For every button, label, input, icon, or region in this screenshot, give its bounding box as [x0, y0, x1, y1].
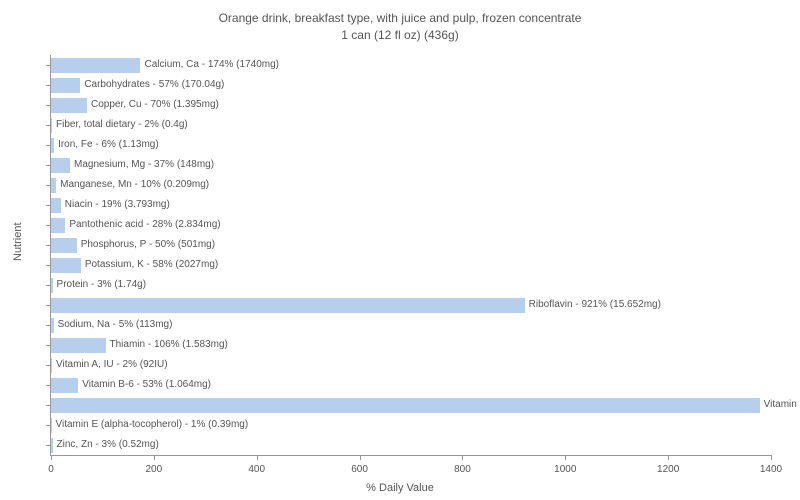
bar-row: Protein - 3% (1.74g) [51, 275, 771, 295]
bar [51, 218, 65, 233]
y-axis-label: Nutrient [12, 222, 24, 261]
bar-label: Protein - 3% (1.74g) [53, 275, 147, 295]
bar-row: Magnesium, Mg - 37% (148mg) [51, 155, 771, 175]
bar [51, 338, 106, 353]
x-tick [771, 455, 772, 460]
bar-row: Pantothenic acid - 28% (2.834mg) [51, 215, 771, 235]
bar-row: Phosphorus, P - 50% (501mg) [51, 235, 771, 255]
bar-row: Zinc, Zn - 3% (0.52mg) [51, 435, 771, 455]
bar [51, 298, 525, 313]
x-tick-label: 1200 [657, 464, 679, 475]
bar [51, 78, 80, 93]
bar-row: Iron, Fe - 6% (1.13mg) [51, 135, 771, 155]
bar [51, 158, 70, 173]
nutrient-chart: Orange drink, breakfast type, with juice… [0, 0, 800, 500]
bar [51, 378, 78, 393]
bar-row: Vitamin B-6 - 53% (1.064mg) [51, 375, 771, 395]
x-tick-label: 200 [146, 464, 163, 475]
bar-row: Fiber, total dietary - 2% (0.4g) [51, 115, 771, 135]
bar-label: Fiber, total dietary - 2% (0.4g) [52, 115, 188, 135]
chart-title: Orange drink, breakfast type, with juice… [0, 0, 800, 44]
bar-label: Phosphorus, P - 50% (501mg) [77, 235, 215, 255]
bar-label: Thiamin - 106% (1.583mg) [106, 335, 228, 355]
bar [51, 398, 760, 413]
bar-label: Riboflavin - 921% (15.652mg) [525, 295, 661, 315]
x-tick [257, 455, 258, 460]
bar-row: Potassium, K - 58% (2027mg) [51, 255, 771, 275]
bar-row: Sodium, Na - 5% (113mg) [51, 315, 771, 335]
plot-area: Calcium, Ca - 174% (1740mg)Carbohydrates… [50, 55, 771, 456]
bar-label: Sodium, Na - 5% (113mg) [54, 315, 173, 335]
bar [51, 198, 61, 213]
bar-row: Carbohydrates - 57% (170.04g) [51, 75, 771, 95]
bar-label: Iron, Fe - 6% (1.13mg) [54, 135, 159, 155]
bar-label: Vitamin C, total ascorbic acid - 1378% (… [760, 395, 800, 415]
bar-label: Vitamin B-6 - 53% (1.064mg) [78, 375, 211, 395]
bar-row: Vitamin C, total ascorbic acid - 1378% (… [51, 395, 771, 415]
x-tick-label: 1400 [760, 464, 782, 475]
bar-label: Vitamin E (alpha-tocopherol) - 1% (0.39m… [52, 415, 249, 435]
bar-label: Potassium, K - 58% (2027mg) [81, 255, 218, 275]
bar-row: Calcium, Ca - 174% (1740mg) [51, 55, 771, 75]
bar-label: Niacin - 19% (3.793mg) [61, 195, 170, 215]
x-tick [668, 455, 669, 460]
x-tick [360, 455, 361, 460]
bar [51, 238, 77, 253]
bar [51, 58, 140, 73]
bar-row: Vitamin A, IU - 2% (92IU) [51, 355, 771, 375]
x-tick [565, 455, 566, 460]
chart-title-line1: Orange drink, breakfast type, with juice… [0, 10, 800, 27]
bar-label: Vitamin A, IU - 2% (92IU) [52, 355, 168, 375]
bar-label: Magnesium, Mg - 37% (148mg) [70, 155, 214, 175]
bar-label: Pantothenic acid - 28% (2.834mg) [65, 215, 220, 235]
bar-label: Carbohydrates - 57% (170.04g) [80, 75, 224, 95]
bar-row: Niacin - 19% (3.793mg) [51, 195, 771, 215]
bar-label: Zinc, Zn - 3% (0.52mg) [53, 435, 159, 455]
x-axis-label: % Daily Value [366, 482, 434, 494]
x-tick-label: 0 [48, 464, 54, 475]
x-tick [51, 455, 52, 460]
bar-label: Calcium, Ca - 174% (1740mg) [140, 55, 279, 75]
x-tick [462, 455, 463, 460]
bar [51, 258, 81, 273]
bar-row: Copper, Cu - 70% (1.395mg) [51, 95, 771, 115]
bar-row: Vitamin E (alpha-tocopherol) - 1% (0.39m… [51, 415, 771, 435]
bar-row: Riboflavin - 921% (15.652mg) [51, 295, 771, 315]
bar-row: Manganese, Mn - 10% (0.209mg) [51, 175, 771, 195]
x-tick-label: 400 [248, 464, 265, 475]
x-tick-label: 1000 [554, 464, 576, 475]
bar-label: Copper, Cu - 70% (1.395mg) [87, 95, 219, 115]
bar [51, 98, 87, 113]
chart-title-line2: 1 can (12 fl oz) (436g) [0, 27, 800, 44]
bar-row: Thiamin - 106% (1.583mg) [51, 335, 771, 355]
x-tick-label: 800 [454, 464, 471, 475]
x-tick-label: 600 [351, 464, 368, 475]
x-tick [154, 455, 155, 460]
bar-label: Manganese, Mn - 10% (0.209mg) [56, 175, 209, 195]
